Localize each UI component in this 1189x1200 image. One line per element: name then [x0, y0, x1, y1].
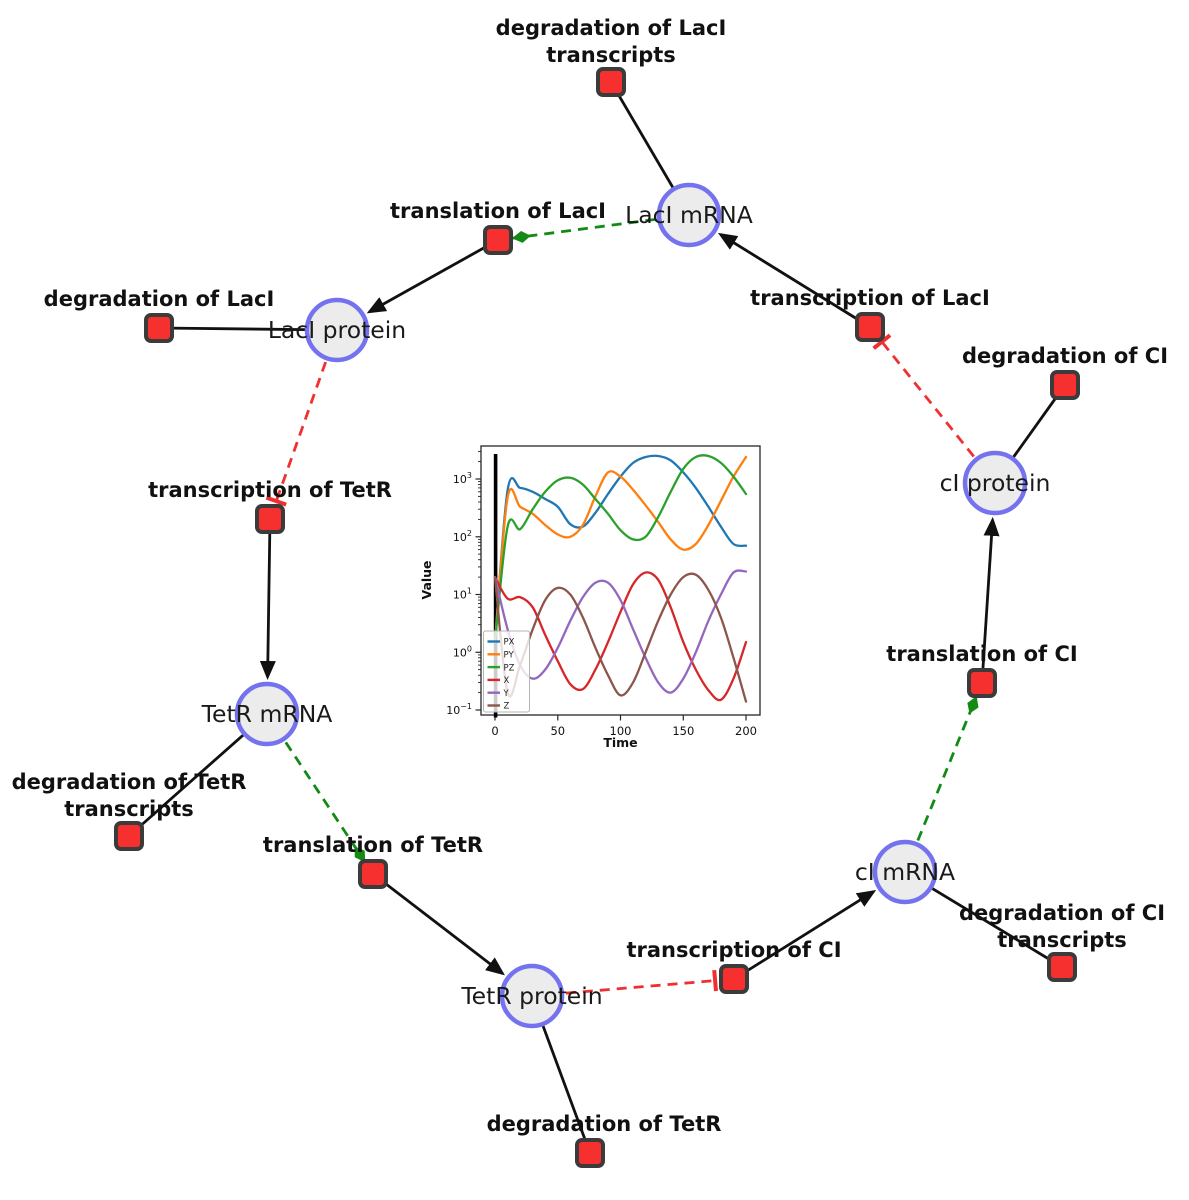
reaction-label-degradation-tetr-transcripts: degradation of TetR: [12, 770, 247, 794]
legend-label-px: PX: [504, 638, 515, 648]
species-node-laci-mrna: [656, 182, 722, 248]
edge-production-transcription-laci-to-laci-mrna: [717, 232, 871, 329]
reaction-label-transcription-ci: transcription of CI: [626, 938, 841, 962]
series-line-x: [493, 571, 748, 702]
reaction-label-degradation-laci: degradation of LacI: [44, 287, 275, 311]
chart-legend: PX PY PZ XYZ: [483, 630, 530, 713]
series-line-py: [493, 455, 748, 644]
species-node-ci-protein: [962, 450, 1028, 516]
reaction-label-translation-ci: translation of CI: [886, 642, 1077, 666]
reaction-label-degradation-ci-transcripts: degradation of CI: [959, 901, 1165, 925]
species-label-tetr-mrna: TetR mRNA: [201, 700, 333, 728]
reaction-label-degradation-tetr: degradation of TetR: [487, 1112, 722, 1136]
legend-label-y: Y: [503, 689, 510, 699]
reaction-node-transcription-laci: [855, 312, 885, 342]
reaction-node-degradation-tetr-transcripts: [114, 821, 144, 851]
chart-curves: [493, 454, 748, 703]
species-node-tetr-mrna: [234, 681, 300, 747]
species-node-tetr-protein: [499, 963, 565, 1029]
reaction-label-translation-tetr: translation of TetR: [263, 833, 483, 857]
edge-inhibition-laci-protein-to-transcription-tetr: [265, 329, 339, 507]
edge-production-translation-laci-to-laci-protein: [366, 238, 499, 314]
species-label-laci-mrna: LacI mRNA: [625, 201, 753, 229]
reaction-node-degradation-ci-transcripts: [1047, 952, 1077, 982]
x-tick-label: 100: [610, 724, 632, 738]
edge-production-transcription-ci-to-ci-mrna: [733, 890, 877, 981]
reaction-node-translation-laci: [483, 225, 513, 255]
x-tick-label: 200: [735, 724, 757, 738]
reaction-node-transcription-ci: [719, 964, 749, 994]
reaction-node-translation-tetr: [358, 859, 388, 889]
species-node-ci-mrna: [872, 839, 938, 905]
x-axis-label: Time: [603, 735, 637, 750]
legend-label-py: PY: [504, 651, 515, 661]
species-label-tetr-protein: TetR protein: [460, 982, 602, 1010]
series-line-y: [493, 569, 748, 694]
species-node-laci-protein: [304, 297, 370, 363]
y-tick-label: 100: [453, 644, 472, 659]
reaction-node-degradation-laci-transcripts: [596, 67, 626, 97]
y-axis-label: Value: [419, 560, 434, 599]
edge-inhibition-ci-protein-to-transcription-laci: [872, 333, 997, 484]
reaction-node-degradation-laci: [144, 313, 174, 343]
x-tick-label: 150: [672, 724, 694, 738]
edge-production-transcription-tetr-to-tetr-mrna: [259, 518, 276, 680]
species-label-ci-mrna: cI mRNA: [855, 858, 955, 886]
reaction-label-degradation-ci: degradation of CI: [962, 344, 1168, 368]
reaction-label-degradation-laci-transcripts: degradation of LacI: [496, 16, 727, 40]
legend-label-x: X: [504, 676, 510, 686]
reaction-label-translation-laci: translation of LacI: [390, 199, 606, 223]
inset-chart: 0 50 100 150 20010−1100101102103TimeValuePXP…: [419, 445, 761, 750]
species-label-laci-protein: LacI protein: [268, 316, 406, 344]
x-tick-label: 50: [550, 724, 565, 738]
reaction-label-degradation-tetr-transcripts: transcripts: [64, 797, 194, 821]
edge-production-translation-ci-to-ci-protein: [980, 516, 1000, 684]
series-line-z: [493, 572, 748, 703]
reaction-label-degradation-ci-transcripts: transcripts: [997, 928, 1127, 952]
legend-label-pz: PZ: [504, 663, 515, 673]
reaction-node-translation-ci: [967, 668, 997, 698]
reaction-label-degradation-laci-transcripts: transcripts: [546, 43, 676, 67]
y-tick-label: 10−1: [446, 702, 472, 717]
series-line-px: [493, 454, 748, 644]
legend-label-z: Z: [504, 702, 510, 712]
species-label-ci-protein: cI protein: [940, 469, 1051, 497]
y-tick-label: 102: [453, 529, 472, 544]
reaction-node-degradation-tetr: [575, 1138, 605, 1168]
reaction-node-degradation-ci: [1050, 370, 1080, 400]
reaction-label-transcription-tetr: transcription of TetR: [148, 478, 392, 502]
x-tick-label: 0: [491, 724, 498, 738]
reaction-label-transcription-laci: transcription of LacI: [750, 286, 990, 310]
edge-catalysis-laci-mrna-to-translation-laci: [511, 213, 690, 243]
y-tick-label: 101: [453, 587, 472, 602]
reaction-node-transcription-tetr: [255, 504, 285, 534]
series-line-pz: [493, 454, 748, 644]
edge-inhibition-tetr-protein-to-transcription-ci: [531, 969, 718, 998]
edge-catalysis-tetr-mrna-to-translation-tetr: [265, 713, 366, 863]
y-tick-label: 103: [453, 471, 472, 486]
edge-catalysis-ci-mrna-to-translation-ci: [903, 695, 979, 873]
edge-production-translation-tetr-to-tetr-protein: [372, 872, 505, 976]
